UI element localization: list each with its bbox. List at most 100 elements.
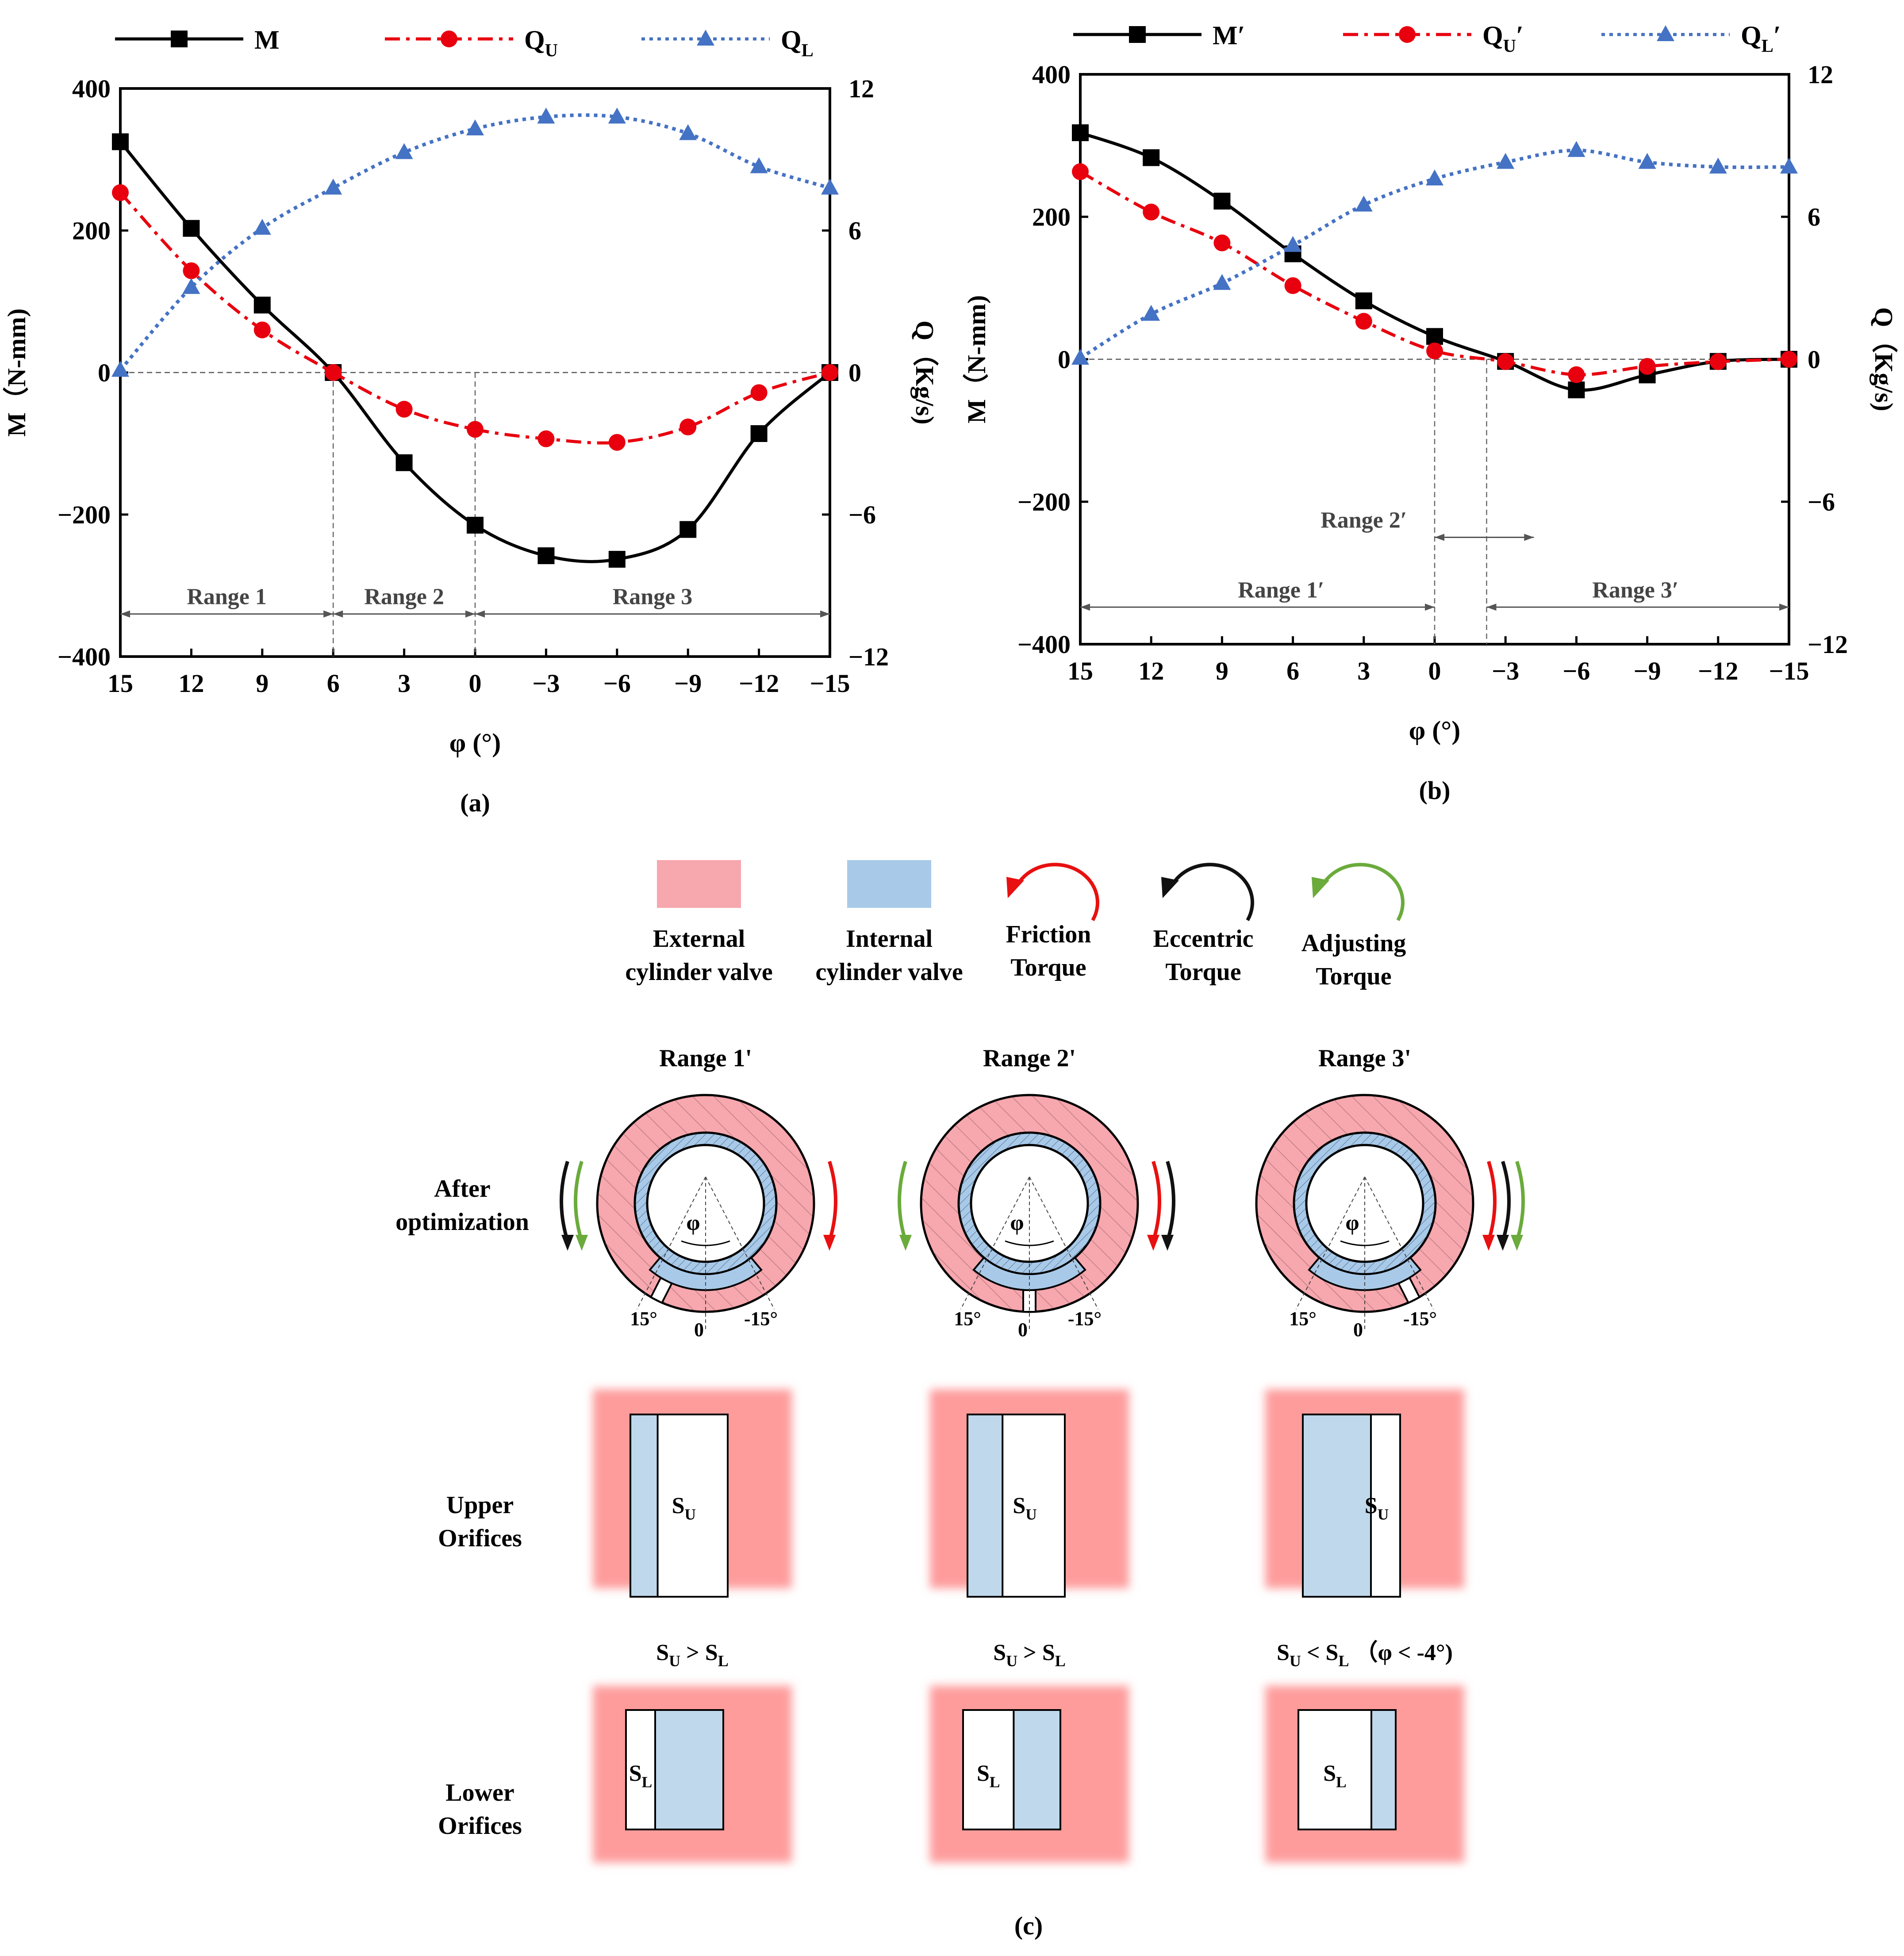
data-point-QU: [1709, 353, 1727, 370]
range-arrow-head: [120, 610, 130, 618]
data-point-QU: [112, 184, 129, 201]
data-point-QU: [1568, 366, 1585, 383]
series-line-M: [119, 141, 831, 563]
friction-torque-arrow: [1487, 1161, 1497, 1242]
legend-c-line2: Torque: [1165, 958, 1241, 986]
upper-area-label: SU: [1013, 1493, 1036, 1523]
legend-c-line2: Torque: [1316, 963, 1391, 990]
data-point-M: [253, 296, 271, 314]
legend-c-line1: Friction: [1006, 921, 1091, 948]
x-tick-label: 15: [107, 669, 133, 698]
series-line-QU: [119, 192, 830, 445]
adjusting-arrow-arc: [1321, 863, 1405, 922]
y-tick-label-right: 0: [1808, 345, 1820, 374]
angle-label-0: 0: [694, 1319, 704, 1341]
angle-guide: [1364, 1176, 1434, 1310]
data-point-QL: [1142, 305, 1160, 321]
upper-area-label: SU: [1365, 1493, 1389, 1523]
y-tick-label-left: 0: [1058, 345, 1071, 374]
row-label-after: After: [434, 1175, 490, 1203]
comparison-label: SU > SL: [993, 1640, 1066, 1670]
x-tick-label: −15: [810, 669, 850, 698]
y-tick-label-left: 200: [1032, 203, 1071, 231]
lower-area-label: SL: [1323, 1761, 1347, 1791]
panel-c: External cylinder valve Internal cylinder v…: [395, 860, 1525, 1940]
range-label-bg: [599, 587, 706, 609]
diagram-title: Range 2': [983, 1045, 1076, 1072]
data-point-QU: [1497, 353, 1514, 370]
comparison-label: SU < SL （φ < -4°): [1277, 1640, 1453, 1670]
angle-label-0: 0: [1353, 1319, 1363, 1341]
row-label-lower: Orifices: [438, 1812, 522, 1840]
internal-swatch: [847, 860, 931, 908]
angle-label-minus15: -15°: [1068, 1308, 1102, 1330]
y-tick-label-right: −6: [1808, 488, 1835, 516]
data-point-M: [537, 547, 555, 565]
range-label: Range 2: [364, 584, 444, 610]
legend-label-M: M: [254, 25, 280, 54]
y-tick-label-left: −200: [1017, 488, 1071, 516]
legend-label-QU: QU: [524, 25, 558, 60]
x-tick-label: −15: [1769, 657, 1809, 685]
x-tick-label: −9: [1634, 657, 1661, 685]
range-label-bg: [1310, 511, 1417, 532]
data-point-QL: [1426, 169, 1443, 186]
x-tick-label: −12: [739, 669, 779, 698]
lower-blue-fill: [654, 1709, 724, 1830]
y-tick-label-left: −200: [58, 500, 111, 529]
range-arrow-head: [1524, 534, 1534, 541]
data-point-QL: [537, 108, 555, 124]
adjusting-torque-arrow: [1515, 1161, 1525, 1242]
data-point-QU: [537, 430, 555, 447]
range-label-bg: [1228, 580, 1334, 602]
y-tick-label-right: 6: [848, 216, 861, 245]
range-arrow-head: [323, 610, 334, 618]
legend-c-line1: Internal: [846, 925, 933, 953]
data-point-QL: [1638, 153, 1656, 169]
lower-area-label: SL: [977, 1761, 1000, 1791]
friction-torque-arrowhead: [1147, 1235, 1159, 1251]
range-label-bg: [351, 587, 457, 609]
x-tick-label: −3: [532, 669, 560, 698]
lower-blue-fill: [1370, 1709, 1397, 1830]
comparison-label: SU > SL: [656, 1640, 729, 1670]
friction-torque-arrowhead: [1482, 1235, 1495, 1251]
eccentric-arrow-head: [1161, 877, 1179, 898]
lower-orifice: SL: [1265, 1686, 1464, 1863]
x-tick-label: 6: [1286, 657, 1299, 685]
data-point-QU: [1284, 277, 1301, 294]
legend-c-line2: Torque: [1010, 954, 1086, 981]
angle-guide: [1029, 1176, 1099, 1310]
lower-blue-fill: [1013, 1709, 1061, 1830]
legend-label-M: M′: [1213, 21, 1245, 50]
row-label-upper: Orifices: [438, 1525, 522, 1552]
valve-diagram: Range 1' φ 15° 0 -15°: [560, 1045, 837, 1341]
data-point-QL: [1567, 141, 1585, 157]
legend-marker-QL: [697, 30, 714, 46]
range-arrow-head: [1435, 534, 1444, 541]
data-point-M: [1143, 149, 1160, 166]
data-point-QL: [182, 278, 200, 294]
data-point-QU: [750, 384, 768, 401]
legend-c-line2: cylinder valve: [625, 958, 772, 986]
y-tick-label-right: −12: [848, 642, 889, 671]
range-arrow-head: [1080, 603, 1090, 611]
legend-label-QL: QL′: [1741, 21, 1781, 56]
data-point-QU: [325, 364, 342, 381]
external-swatch: [657, 860, 741, 908]
y-tick-label-left: 400: [72, 74, 111, 103]
data-point-M: [395, 454, 413, 471]
eccentric-torque-arrow: [1166, 1161, 1175, 1242]
row-label-after: optimization: [395, 1208, 529, 1236]
data-point-QL: [1213, 274, 1231, 290]
panel-label: (b): [1419, 776, 1451, 805]
angle-guide: [705, 1176, 775, 1310]
adjusting-torque-arrow: [898, 1161, 907, 1242]
panel-label: (a): [460, 788, 490, 817]
x-tick-label: −6: [1562, 657, 1590, 685]
friction-arrow-head: [1006, 877, 1024, 898]
upper-orifice: SU: [593, 1389, 792, 1598]
panel-label-c: (c): [1014, 1911, 1043, 1940]
lower-orifice: SL: [930, 1686, 1129, 1863]
x-tick-label: 12: [178, 669, 204, 698]
